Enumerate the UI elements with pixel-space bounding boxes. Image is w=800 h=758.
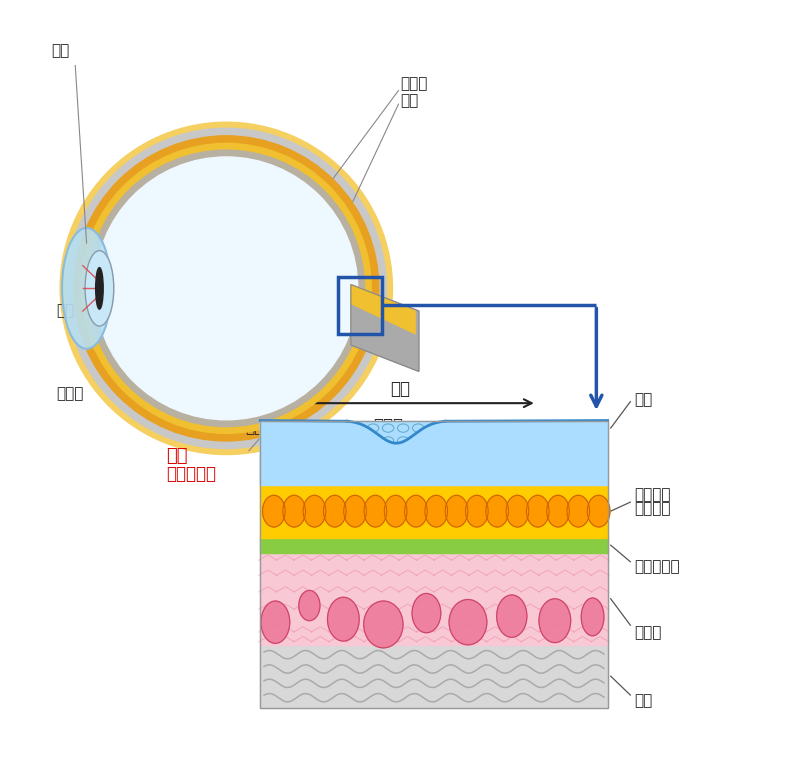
Ellipse shape <box>384 495 407 527</box>
Text: 上皮細胞: 上皮細胞 <box>634 501 670 516</box>
Ellipse shape <box>567 495 590 527</box>
Bar <box>260 645 608 707</box>
Ellipse shape <box>303 495 326 527</box>
Text: （中心窩）: （中心窩） <box>166 465 216 483</box>
Circle shape <box>60 122 393 455</box>
Ellipse shape <box>412 594 441 633</box>
Bar <box>260 421 608 484</box>
Ellipse shape <box>283 495 306 527</box>
Ellipse shape <box>497 595 527 637</box>
Bar <box>260 421 608 707</box>
Circle shape <box>66 128 386 449</box>
Text: ブルッフ膜: ブルッフ膜 <box>634 559 680 574</box>
Ellipse shape <box>261 601 290 644</box>
Ellipse shape <box>262 495 286 527</box>
Circle shape <box>88 150 365 427</box>
Circle shape <box>82 143 371 434</box>
Ellipse shape <box>449 600 487 645</box>
Ellipse shape <box>546 495 570 527</box>
Ellipse shape <box>539 599 570 643</box>
Ellipse shape <box>96 268 103 309</box>
Bar <box>338 277 382 334</box>
Ellipse shape <box>62 228 111 349</box>
Ellipse shape <box>344 495 366 527</box>
Ellipse shape <box>299 590 320 621</box>
Text: 中心窩: 中心窩 <box>374 417 404 435</box>
Text: 脈絡膜: 脈絡膜 <box>400 77 427 91</box>
Ellipse shape <box>526 495 549 527</box>
Ellipse shape <box>587 495 610 527</box>
Bar <box>260 484 608 537</box>
Polygon shape <box>260 421 608 484</box>
Ellipse shape <box>446 495 468 527</box>
Polygon shape <box>351 284 415 334</box>
Ellipse shape <box>425 495 447 527</box>
Text: 視神経: 視神経 <box>245 420 273 435</box>
Ellipse shape <box>364 495 386 527</box>
Ellipse shape <box>85 251 114 326</box>
Ellipse shape <box>506 495 529 527</box>
Ellipse shape <box>486 495 509 527</box>
Ellipse shape <box>582 598 604 636</box>
Text: 網膜: 網膜 <box>400 93 418 108</box>
Text: 角膜: 角膜 <box>51 43 70 58</box>
Text: 硝子体: 硝子体 <box>156 243 183 258</box>
Ellipse shape <box>327 597 359 641</box>
Ellipse shape <box>405 495 427 527</box>
Text: 網膜: 網膜 <box>634 392 652 407</box>
Polygon shape <box>351 284 419 371</box>
Ellipse shape <box>323 495 346 527</box>
Text: 水晶体: 水晶体 <box>56 386 84 401</box>
Circle shape <box>95 157 358 420</box>
Bar <box>260 537 608 553</box>
Ellipse shape <box>466 495 488 527</box>
Text: 脈絡膜: 脈絡膜 <box>634 625 662 641</box>
Text: 網膜色素: 網膜色素 <box>634 487 670 502</box>
Text: 黄斑: 黄斑 <box>166 447 187 465</box>
Text: 瞳孔: 瞳孔 <box>56 302 74 318</box>
Text: 強膜: 強膜 <box>634 693 652 708</box>
Bar <box>260 553 608 645</box>
Circle shape <box>74 136 379 441</box>
Ellipse shape <box>364 601 403 648</box>
Text: 黄斑: 黄斑 <box>390 380 410 398</box>
